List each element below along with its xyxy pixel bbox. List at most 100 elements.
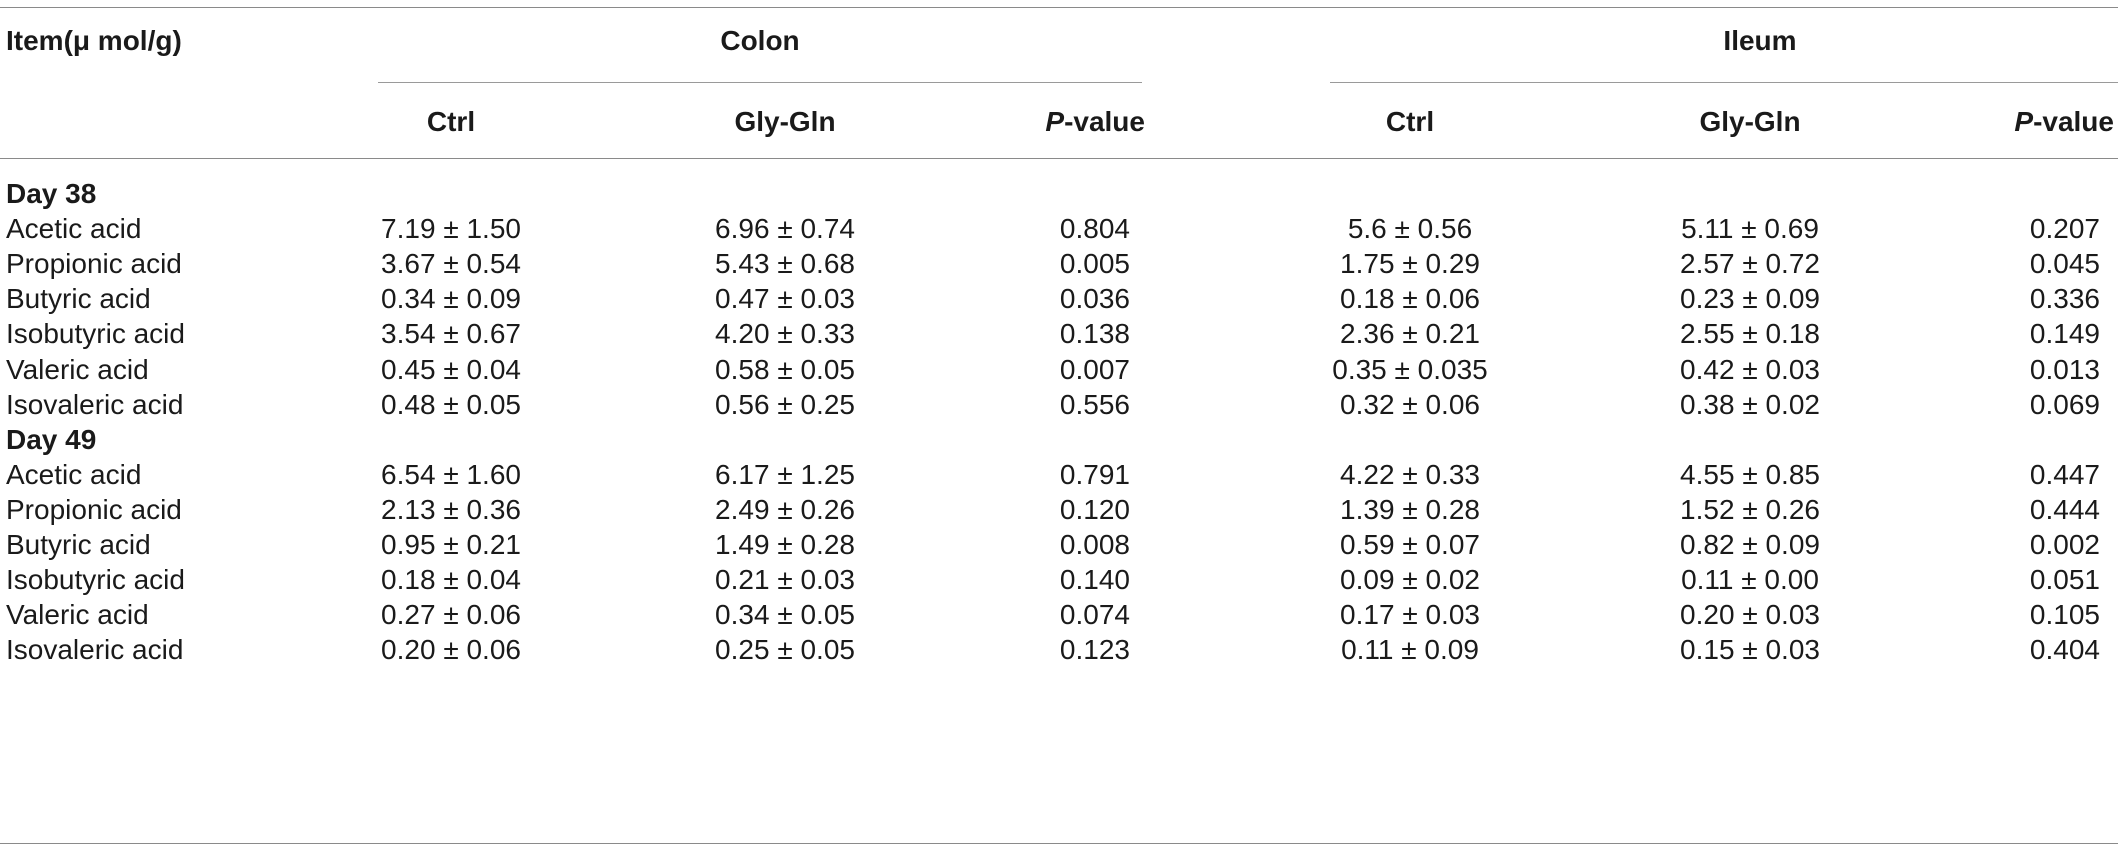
table-cell: 2.49 ± 0.26: [715, 493, 855, 525]
table-cell: 1.39 ± 0.28: [1340, 493, 1480, 525]
table-cell: 0.105: [2029, 599, 2100, 631]
colon-span-rule: [378, 82, 1142, 83]
column-header-colon-glygln: Gly-Gln: [734, 106, 836, 137]
row-item-label: Acetic acid: [6, 458, 142, 490]
table-cell: 3.67 ± 0.54: [381, 248, 521, 280]
table-cell: 5.6 ± 0.56: [1347, 213, 1473, 245]
table-cell: 0.074: [1059, 599, 1130, 631]
table-cell: 2.36 ± 0.21: [1340, 318, 1480, 350]
table-cell: 0.18 ± 0.04: [381, 564, 521, 596]
table-cell: 4.55 ± 0.85: [1680, 458, 1820, 490]
table-cell: 0.18 ± 0.06: [1340, 283, 1480, 315]
table-cell: 0.38 ± 0.02: [1680, 388, 1820, 420]
table-cell: 7.19 ± 1.50: [381, 213, 521, 245]
table-cell: 0.140: [1059, 564, 1130, 596]
table-cell: 0.25 ± 0.05: [715, 634, 855, 666]
table-cell: 0.45 ± 0.04: [381, 353, 521, 385]
table-cell: 6.54 ± 1.60: [381, 458, 521, 490]
table-cell: 0.069: [2029, 388, 2100, 420]
table-cell: 5.11 ± 0.69: [1681, 213, 1819, 245]
table-cell: 0.58 ± 0.05: [715, 353, 855, 385]
row-item-label: Butyric acid: [6, 529, 151, 560]
table-cell: 0.47 ± 0.03: [715, 283, 855, 315]
table-cell: 0.56 ± 0.25: [715, 388, 855, 420]
table-cell: 0.34 ± 0.05: [715, 599, 855, 631]
table-cell: 0.007: [1059, 353, 1130, 385]
table-cell: 0.120: [1059, 493, 1130, 525]
table-cell: 0.21 ± 0.03: [715, 564, 855, 596]
column-header-colon-pvalue: P-value: [1045, 105, 1145, 139]
table-cell: 3.54 ± 0.67: [381, 318, 521, 350]
table-cell: 0.35 ± 0.035: [1332, 353, 1488, 385]
table-cell: 0.27 ± 0.06: [381, 599, 521, 631]
row-item-label: Propionic acid: [6, 493, 182, 525]
table-cell: 0.013: [2029, 353, 2100, 385]
column-header-ileum-glygln: Gly-Gln: [1699, 106, 1801, 137]
group-header-colon: Colon: [720, 25, 800, 56]
table-cell: 0.123: [1059, 634, 1130, 666]
group-header-ileum: Ileum: [1723, 25, 1797, 56]
column-header-colon-ctrl: Ctrl: [426, 106, 476, 137]
row-item-label: Isobutyric acid: [6, 564, 185, 596]
table-cell: 0.15 ± 0.03: [1680, 634, 1820, 666]
table-cell: 0.11 ± 0.09: [1341, 634, 1479, 666]
table-cell: 0.008: [1059, 529, 1130, 560]
top-rule: [0, 7, 2118, 8]
item-header: Item(μ mol/g): [6, 25, 182, 56]
table-cell: 0.95 ± 0.21: [381, 529, 521, 560]
table-cell: 0.48 ± 0.05: [381, 388, 521, 420]
table-cell: 0.447: [2029, 458, 2100, 490]
table-cell: 0.20 ± 0.06: [381, 634, 521, 666]
table-cell: 0.17 ± 0.03: [1340, 599, 1480, 631]
table-cell: 0.556: [1059, 388, 1130, 420]
table-cell: 4.20 ± 0.33: [715, 318, 855, 350]
table-cell: 0.791: [1059, 458, 1130, 490]
table-cell: 1.52 ± 0.26: [1680, 493, 1820, 525]
row-item-label: Isobutyric acid: [6, 318, 185, 350]
table-cell: 0.036: [1059, 283, 1130, 315]
p-suffix: -value: [1064, 106, 1145, 137]
table-cell: 0.34 ± 0.09: [381, 283, 521, 315]
section-header: Day 49: [6, 423, 97, 455]
row-item-label: Isovaleric acid: [6, 634, 184, 666]
section-header: Day 38: [6, 178, 97, 209]
table-cell: 0.045: [2029, 248, 2100, 280]
ileum-span-rule: [1330, 82, 2118, 83]
p-italic: P: [1045, 106, 1065, 137]
table-cell: 0.32 ± 0.06: [1340, 388, 1480, 420]
column-header-ileum-pvalue: P-value: [2014, 105, 2114, 139]
table-cell: 0.444: [2029, 493, 2100, 525]
table-cell: 6.17 ± 1.25: [715, 458, 855, 490]
table-cell: 0.002: [2029, 529, 2100, 560]
table-cell: 0.20 ± 0.03: [1680, 599, 1820, 631]
table-cell: 5.43 ± 0.68: [715, 248, 855, 280]
table-cell: 2.13 ± 0.36: [381, 493, 521, 525]
table-cell: 0.149: [2029, 318, 2100, 350]
row-item-label: Butyric acid: [6, 283, 151, 315]
table-cell: 6.96 ± 0.74: [715, 213, 855, 245]
column-header-ileum-ctrl: Ctrl: [1385, 106, 1435, 137]
table-cell: 1.49 ± 0.28: [715, 529, 855, 560]
row-item-label: Acetic acid: [6, 213, 142, 245]
row-item-label: Valeric acid: [6, 353, 149, 385]
table-cell: 0.005: [1059, 248, 1130, 280]
table-cell: 0.42 ± 0.03: [1680, 353, 1820, 385]
row-item-label: Propionic acid: [6, 248, 182, 280]
table-cell: 0.051: [2029, 564, 2100, 596]
table-cell: 0.138: [1059, 318, 1130, 350]
p-suffix: -value: [2033, 106, 2114, 137]
table-cell: 1.75 ± 0.29: [1340, 248, 1480, 280]
row-item-label: Valeric acid: [6, 599, 149, 631]
table-cell: 0.336: [2029, 283, 2100, 315]
table-cell: 0.82 ± 0.09: [1680, 529, 1820, 560]
row-item-label: Isovaleric acid: [6, 388, 184, 420]
table-cell: 0.404: [2029, 634, 2100, 666]
table-cell: 2.57 ± 0.72: [1680, 248, 1820, 280]
table-cell: 0.804: [1059, 213, 1130, 245]
p-italic: P: [2014, 106, 2034, 137]
table-cell: 0.23 ± 0.09: [1680, 283, 1820, 315]
header-bottom-rule: [0, 158, 2118, 159]
table-cell: 4.22 ± 0.33: [1340, 458, 1480, 490]
table-cell: 2.55 ± 0.18: [1680, 318, 1820, 350]
bottom-rule: [0, 843, 2118, 844]
